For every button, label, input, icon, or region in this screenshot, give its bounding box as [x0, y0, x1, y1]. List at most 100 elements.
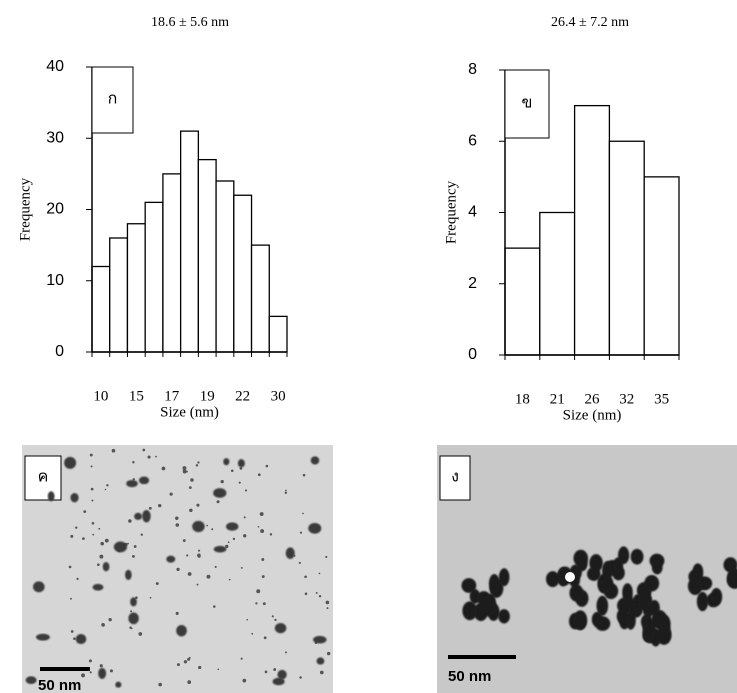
particle — [128, 612, 139, 625]
y-tick-label: 20 — [46, 201, 64, 218]
particle — [726, 571, 737, 589]
speck — [73, 637, 76, 640]
speck — [325, 555, 328, 559]
particle — [613, 557, 624, 573]
speck — [265, 464, 269, 468]
speck — [99, 554, 104, 559]
speck — [99, 664, 103, 668]
chart-title: 26.4 ± 7.2 nm — [551, 15, 629, 30]
speck — [232, 537, 236, 541]
speck — [264, 670, 268, 674]
particle — [596, 595, 609, 616]
x-tick-label: 32 — [619, 391, 634, 407]
speck — [187, 572, 192, 576]
particle — [602, 561, 613, 581]
speck — [188, 656, 191, 659]
speck — [257, 473, 261, 477]
speck — [98, 527, 101, 530]
particle — [308, 522, 322, 534]
particle — [92, 583, 104, 591]
speck — [271, 615, 274, 618]
speck — [273, 668, 277, 672]
particle — [142, 509, 151, 523]
particle — [113, 541, 128, 553]
speck — [129, 626, 132, 629]
particle — [166, 555, 176, 563]
speck — [197, 461, 200, 464]
speck — [104, 538, 109, 543]
speck — [217, 668, 220, 671]
speck — [256, 589, 261, 594]
x-tick-label: 10 — [93, 388, 108, 404]
speck — [304, 575, 307, 579]
bar — [539, 211, 576, 356]
particle — [476, 591, 491, 606]
speck — [326, 651, 331, 656]
speck — [285, 651, 287, 654]
bar — [573, 104, 611, 356]
speck — [132, 554, 135, 558]
x-tick-label: 35 — [654, 391, 669, 407]
x-tick-label: 17 — [164, 388, 180, 404]
x-tick-label: 22 — [235, 388, 250, 404]
speck — [298, 561, 301, 565]
speck — [81, 673, 85, 678]
speck — [176, 663, 180, 667]
particle — [134, 512, 143, 520]
particle — [594, 616, 611, 631]
speck — [299, 531, 303, 534]
particle — [125, 569, 132, 580]
particle — [176, 624, 187, 637]
speck — [132, 478, 135, 481]
particle — [226, 522, 239, 531]
speck — [240, 567, 243, 569]
y-axis-label: Frequency — [17, 177, 33, 241]
speck — [104, 488, 107, 491]
y-tick-label: 10 — [46, 272, 64, 289]
particle — [126, 479, 138, 488]
x-tick-label: 21 — [550, 391, 565, 407]
speck — [220, 479, 224, 484]
speck — [155, 455, 157, 458]
panel-label-box — [24, 455, 62, 501]
speck — [227, 541, 230, 544]
speck — [75, 526, 78, 529]
speck — [225, 544, 229, 549]
speck — [92, 533, 95, 536]
bar — [126, 223, 146, 353]
panel-label: ง — [451, 469, 459, 486]
speck — [158, 682, 162, 687]
speck — [111, 448, 116, 453]
bar — [91, 265, 111, 353]
bar — [179, 130, 200, 353]
speck — [97, 563, 100, 567]
particle — [32, 581, 45, 593]
speck — [76, 577, 79, 580]
particle — [25, 676, 37, 685]
particle — [223, 458, 230, 466]
image-background — [437, 445, 737, 693]
particle — [573, 549, 589, 567]
speck — [108, 618, 112, 622]
scale-bar-label: 50 nm — [448, 668, 491, 685]
particle — [461, 578, 477, 593]
speck — [251, 632, 254, 635]
speck — [176, 567, 180, 572]
particle — [75, 634, 87, 645]
x-axis-label: Size (nm) — [160, 404, 219, 420]
speck — [302, 512, 304, 515]
speck — [325, 600, 330, 605]
bright-spot — [565, 572, 575, 582]
speck — [262, 602, 266, 606]
speck — [206, 524, 209, 527]
particle — [313, 635, 327, 644]
particle — [628, 602, 643, 618]
particle — [630, 548, 644, 565]
speck — [147, 455, 151, 459]
speck — [230, 469, 234, 473]
x-tick-label: 26 — [585, 391, 601, 407]
speck — [109, 669, 113, 673]
y-tick-label: 6 — [468, 132, 477, 149]
speck — [211, 528, 214, 531]
speck — [285, 489, 287, 492]
